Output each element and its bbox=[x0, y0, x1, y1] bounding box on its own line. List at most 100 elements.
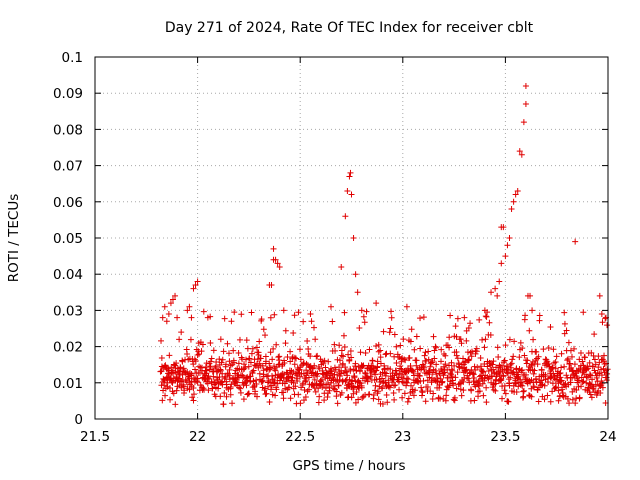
data-point bbox=[269, 356, 276, 363]
data-point bbox=[296, 346, 303, 353]
data-point bbox=[430, 390, 437, 397]
data-point bbox=[422, 398, 429, 405]
data-point bbox=[169, 379, 176, 386]
data-point bbox=[410, 368, 417, 375]
data-point bbox=[485, 367, 492, 374]
data-point bbox=[586, 359, 593, 366]
data-point bbox=[220, 348, 227, 355]
data-point bbox=[503, 369, 510, 376]
data-point bbox=[393, 359, 400, 366]
data-point bbox=[195, 351, 202, 358]
data-point bbox=[443, 392, 450, 399]
data-point bbox=[561, 330, 568, 337]
data-point bbox=[488, 289, 495, 296]
data-point bbox=[198, 348, 205, 355]
data-point bbox=[188, 371, 195, 378]
data-point bbox=[482, 336, 489, 343]
data-point bbox=[402, 357, 409, 364]
data-point bbox=[549, 364, 556, 371]
data-point bbox=[338, 347, 345, 354]
data-point bbox=[280, 389, 287, 396]
data-point bbox=[470, 378, 477, 385]
data-point bbox=[576, 394, 583, 401]
data-point bbox=[558, 364, 565, 371]
data-point bbox=[398, 366, 405, 373]
data-point bbox=[167, 396, 174, 403]
data-point bbox=[303, 360, 310, 367]
data-point bbox=[161, 303, 168, 310]
data-point bbox=[167, 300, 174, 307]
data-point bbox=[292, 383, 299, 390]
data-point bbox=[209, 385, 216, 392]
data-point bbox=[237, 389, 244, 396]
x-tick-label: 23 bbox=[394, 429, 411, 445]
data-point bbox=[291, 312, 298, 319]
data-point bbox=[380, 328, 387, 335]
data-point bbox=[274, 260, 281, 267]
data-point bbox=[465, 356, 472, 363]
data-point bbox=[540, 346, 547, 353]
data-point bbox=[173, 387, 180, 394]
data-point bbox=[224, 340, 231, 347]
data-point bbox=[413, 362, 420, 369]
data-point bbox=[206, 375, 213, 382]
x-tick-labels: 21.5 22 22.5 23 23.5 24 bbox=[80, 429, 617, 445]
data-point bbox=[387, 350, 394, 357]
data-point bbox=[280, 307, 287, 314]
data-point bbox=[199, 364, 206, 371]
data-point bbox=[226, 372, 233, 379]
data-point bbox=[448, 359, 455, 366]
data-point bbox=[333, 378, 340, 385]
data-point bbox=[387, 325, 394, 332]
data-point bbox=[259, 377, 266, 384]
data-point bbox=[472, 383, 479, 390]
data-point bbox=[230, 357, 237, 364]
data-point bbox=[483, 399, 490, 406]
data-point bbox=[481, 307, 488, 314]
data-point bbox=[420, 314, 427, 321]
data-point bbox=[554, 376, 561, 383]
data-point bbox=[559, 392, 566, 399]
data-point bbox=[362, 349, 369, 356]
data-point bbox=[280, 395, 287, 402]
data-point bbox=[222, 373, 229, 380]
y-tick-label: 0.01 bbox=[53, 376, 83, 392]
x-axis-label: GPS time / hours bbox=[292, 458, 405, 474]
data-point bbox=[158, 354, 165, 361]
data-point bbox=[321, 397, 328, 404]
data-point bbox=[486, 319, 493, 326]
data-point bbox=[452, 323, 459, 330]
data-point bbox=[569, 388, 576, 395]
data-point bbox=[491, 369, 498, 376]
data-point bbox=[295, 391, 302, 398]
data-point bbox=[527, 292, 534, 299]
data-point bbox=[308, 318, 315, 325]
data-point bbox=[426, 367, 433, 374]
data-point bbox=[528, 362, 535, 369]
data-point bbox=[522, 371, 529, 378]
data-point bbox=[564, 395, 571, 402]
x-tick-label: 22 bbox=[189, 429, 206, 445]
data-point bbox=[417, 315, 424, 322]
data-point bbox=[530, 370, 537, 377]
data-point bbox=[162, 392, 169, 399]
data-point bbox=[216, 373, 223, 380]
data-point bbox=[581, 354, 588, 361]
data-point bbox=[569, 396, 576, 403]
data-point bbox=[547, 398, 554, 405]
data-point bbox=[267, 364, 274, 371]
data-point bbox=[200, 308, 207, 315]
data-point bbox=[214, 368, 221, 375]
data-point bbox=[287, 348, 294, 355]
data-point bbox=[291, 361, 298, 368]
data-point bbox=[199, 341, 206, 348]
data-point bbox=[541, 396, 548, 403]
data-point bbox=[601, 361, 608, 367]
data-point bbox=[538, 382, 545, 389]
data-point bbox=[522, 82, 529, 89]
data-point bbox=[405, 376, 412, 383]
data-point bbox=[352, 271, 359, 278]
data-point bbox=[317, 380, 324, 387]
data-point bbox=[190, 285, 197, 292]
